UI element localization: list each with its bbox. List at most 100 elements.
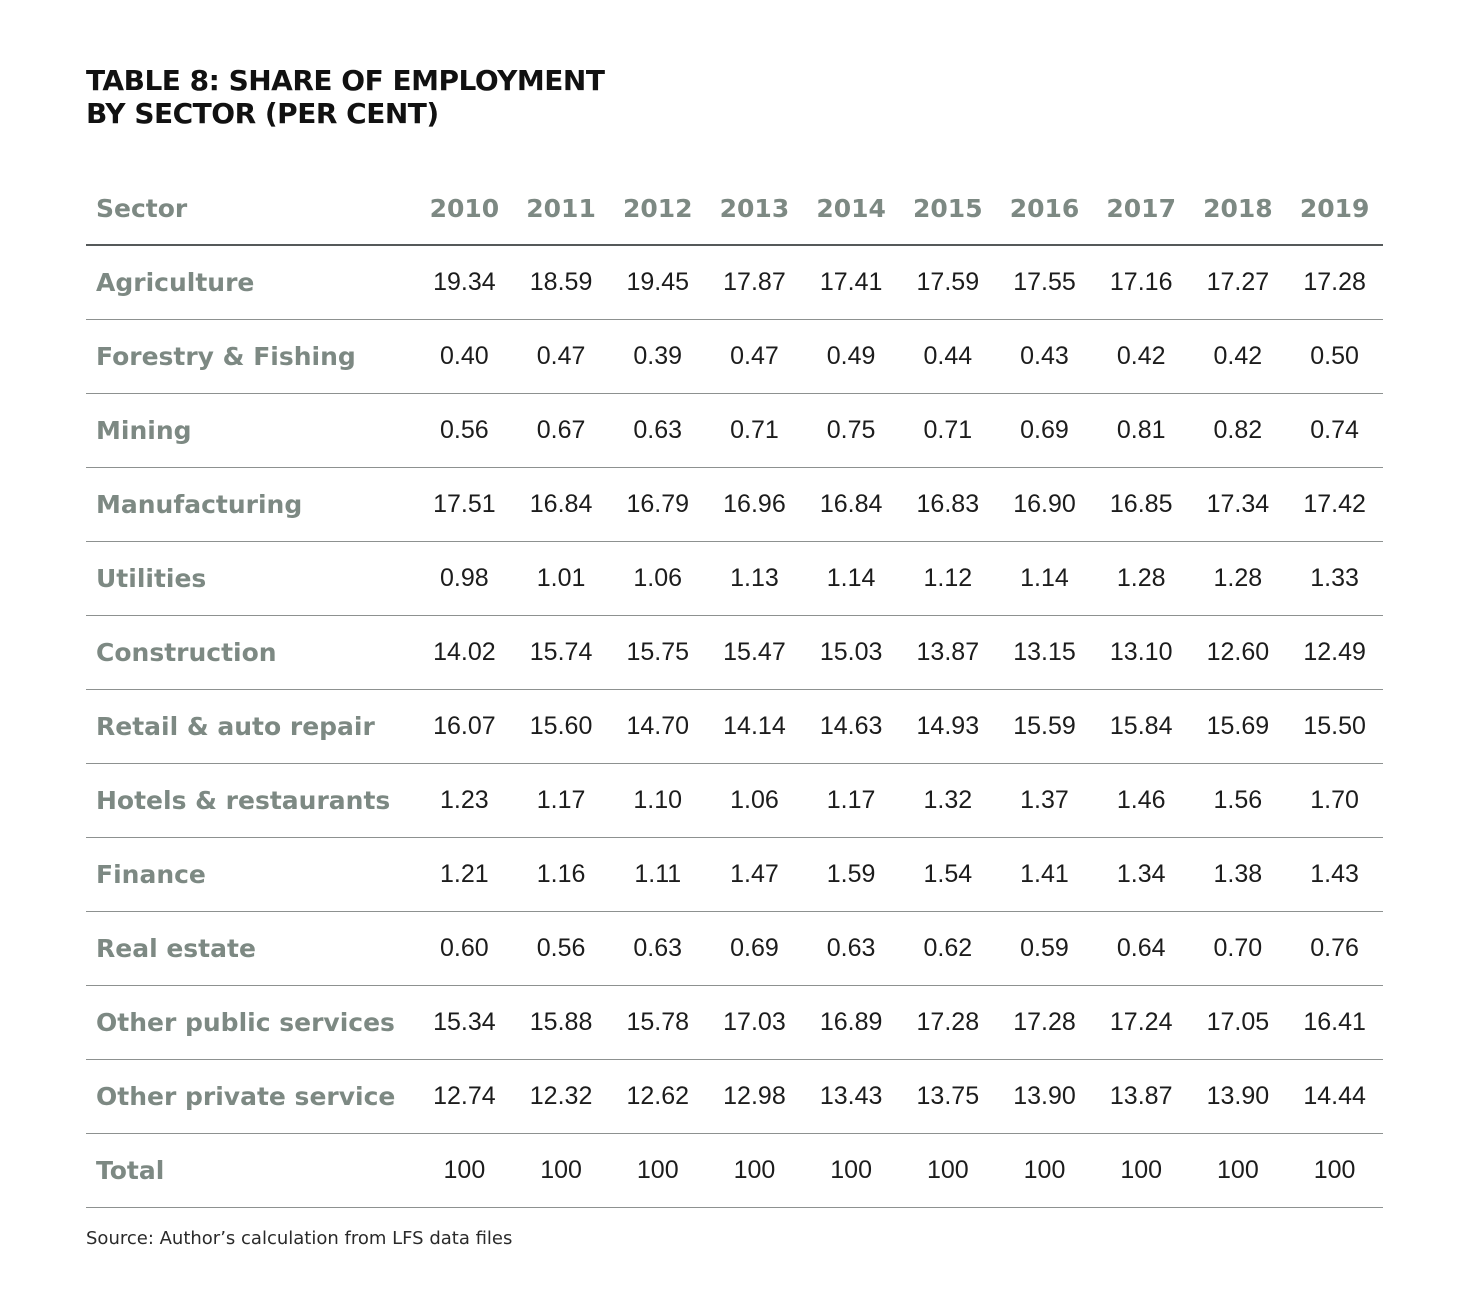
table-row: Total 100 100 100 100 100 100 100 100 100 100 (86, 1133, 1383, 1208)
table-title-line-1: TABLE 8: SHARE OF EMPLOYMENT (86, 64, 605, 97)
table-cell: 0.82 (1189, 393, 1287, 468)
table-cell: 17.16 (1092, 245, 1190, 320)
table-cell: 0.67 (512, 393, 610, 468)
table-cell: 1.70 (1286, 763, 1383, 838)
source-note: Source: Author’s calculation from LFS da… (86, 1228, 513, 1249)
table-cell: 14.93 (899, 689, 997, 764)
table-cell: 14.02 (416, 615, 513, 690)
table-cell: 1.11 (609, 837, 707, 912)
table-cell: 17.34 (1189, 467, 1287, 542)
sector-label: Construction (86, 615, 417, 690)
table-row: Retail & auto repair 16.07 15.60 14.70 14.14… (86, 689, 1383, 764)
table-row: Forestry & Fishing 0.40 0.47 0.39 0.47 0.49 0.… (86, 319, 1383, 394)
table-cell: 1.21 (416, 837, 513, 912)
sector-label: Other public services (86, 985, 417, 1060)
table-cell: 1.33 (1286, 541, 1383, 616)
table-cell: 1.13 (706, 541, 803, 616)
table-cell: 0.69 (706, 911, 803, 986)
table-cell: 1.01 (512, 541, 610, 616)
table-cell: 1.43 (1286, 837, 1383, 912)
table-cell: 12.32 (512, 1059, 610, 1134)
table-cell: 1.16 (512, 837, 610, 912)
table-cell: 12.49 (1286, 615, 1383, 690)
table-cell: 0.56 (512, 911, 610, 986)
table-cell: 0.43 (996, 319, 1093, 394)
sector-label: Mining (86, 393, 417, 468)
table-cell: 0.98 (416, 541, 513, 616)
table-cell: 0.49 (802, 319, 900, 394)
year-column-header: 2019 (1286, 172, 1383, 246)
year-column-header: 2015 (899, 172, 997, 246)
table-cell: 17.03 (706, 985, 803, 1060)
table-cell: 0.39 (609, 319, 707, 394)
table-cell: 1.28 (1092, 541, 1190, 616)
table-cell: 17.24 (1092, 985, 1190, 1060)
table-cell: 17.41 (802, 245, 900, 320)
table-cell: 1.59 (802, 837, 900, 912)
sector-label: Manufacturing (86, 467, 417, 542)
table-cell: 1.12 (899, 541, 997, 616)
table-row: Agriculture 19.34 18.59 19.45 17.87 17.41 17.5… (86, 245, 1383, 320)
year-column-header: 2017 (1092, 172, 1190, 246)
year-column-header: 2016 (996, 172, 1093, 246)
table-cell: 0.42 (1092, 319, 1190, 394)
table-header-row: Sector 2010 2011 2012 2013 2014 2015 2016 2017 2… (86, 172, 1383, 246)
year-column-header: 2010 (416, 172, 513, 246)
table-cell: 16.85 (1092, 467, 1190, 542)
table-cell: 13.15 (996, 615, 1093, 690)
table-cell: 1.47 (706, 837, 803, 912)
table-cell: 1.23 (416, 763, 513, 838)
table-cell: 13.75 (899, 1059, 997, 1134)
sector-label: Finance (86, 837, 417, 912)
table-row: Hotels & restaurants 1.23 1.17 1.10 1.06 1.17… (86, 763, 1383, 838)
table-cell: 14.44 (1286, 1059, 1383, 1134)
table-cell: 100 (1189, 1133, 1287, 1208)
table-cell: 15.78 (609, 985, 707, 1060)
table-cell: 17.51 (416, 467, 513, 542)
table-cell: 12.98 (706, 1059, 803, 1134)
table-cell: 12.60 (1189, 615, 1287, 690)
table-cell: 0.59 (996, 911, 1093, 986)
sector-label: Real estate (86, 911, 417, 986)
table-cell: 100 (416, 1133, 513, 1208)
sector-label: Retail & auto repair (86, 689, 417, 764)
table-row: Utilities 0.98 1.01 1.06 1.13 1.14 1.12 1.14 1.2… (86, 541, 1383, 616)
table-cell: 0.40 (416, 319, 513, 394)
table-cell: 0.75 (802, 393, 900, 468)
table-cell: 100 (706, 1133, 803, 1208)
table-cell: 12.62 (609, 1059, 707, 1134)
table-cell: 1.37 (996, 763, 1093, 838)
table-row: Other private service 12.74 12.32 12.62 12.9… (86, 1059, 1383, 1134)
table-cell: 0.44 (899, 319, 997, 394)
table-cell: 17.28 (899, 985, 997, 1060)
table-cell: 19.45 (609, 245, 707, 320)
table-cell: 15.84 (1092, 689, 1190, 764)
table-cell: 13.87 (1092, 1059, 1190, 1134)
table-cell: 17.59 (899, 245, 997, 320)
table-cell: 12.74 (416, 1059, 513, 1134)
table-cell: 1.06 (706, 763, 803, 838)
table-cell: 1.32 (899, 763, 997, 838)
table-cell: 1.38 (1189, 837, 1287, 912)
table-cell: 15.88 (512, 985, 610, 1060)
table-cell: 0.47 (706, 319, 803, 394)
table-cell: 0.63 (609, 393, 707, 468)
table-cell: 13.90 (1189, 1059, 1287, 1134)
table-cell: 14.63 (802, 689, 900, 764)
table-cell: 100 (802, 1133, 900, 1208)
table-cell: 17.28 (1286, 245, 1383, 320)
table-row: Mining 0.56 0.67 0.63 0.71 0.75 0.71 0.69 0.81 0.… (86, 393, 1383, 468)
table-cell: 0.74 (1286, 393, 1383, 468)
table-cell: 1.41 (996, 837, 1093, 912)
table-cell: 0.63 (802, 911, 900, 986)
year-column-header: 2012 (609, 172, 707, 246)
table-row: Construction 14.02 15.74 15.75 15.47 15.03 13.… (86, 615, 1383, 690)
table-cell: 1.06 (609, 541, 707, 616)
table-cell: 1.28 (1189, 541, 1287, 616)
table-cell: 17.87 (706, 245, 803, 320)
year-column-header: 2018 (1189, 172, 1287, 246)
table-cell: 13.10 (1092, 615, 1190, 690)
table-cell: 15.74 (512, 615, 610, 690)
table-cell: 0.81 (1092, 393, 1190, 468)
sector-label: Other private service (86, 1059, 417, 1134)
